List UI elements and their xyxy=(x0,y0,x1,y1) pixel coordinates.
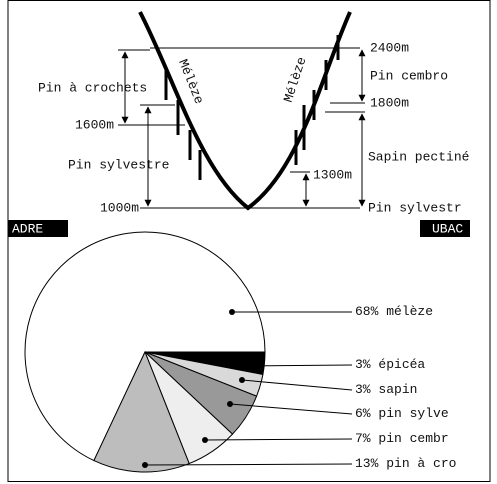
value-label: 3% xyxy=(355,357,371,372)
slice-label: 7% pin cembr xyxy=(355,431,449,446)
category-label: mélèze xyxy=(386,304,433,319)
value-label: 7% xyxy=(355,431,371,446)
altitude: 1600m xyxy=(75,117,114,132)
slice-label: 6% pin sylve xyxy=(355,406,449,421)
side-label: UBAC xyxy=(432,221,463,236)
slice-label: 68% mélèze xyxy=(355,304,433,319)
label: Sapin pectiné xyxy=(368,149,469,164)
category-label: pin sylve xyxy=(378,406,448,421)
frame-content: Pin à crochets 1600m Pin sylvestre 1000m… xyxy=(8,12,470,472)
altitude: 1300m xyxy=(313,167,352,182)
label: Pin sylvestr xyxy=(368,200,462,215)
altitude: 1800m xyxy=(370,95,409,110)
altitude: 1000m xyxy=(100,200,139,215)
value-label: 3% xyxy=(355,382,371,397)
label: Mélèze xyxy=(281,55,310,104)
label: Pin à crochets xyxy=(38,80,147,95)
category-label: épicéa xyxy=(378,357,425,372)
label: Pin sylvestre xyxy=(68,157,169,172)
category-label: sapin xyxy=(378,382,417,397)
slice-label: 3% épicéa xyxy=(355,357,425,372)
altitude: 2400m xyxy=(370,40,409,55)
slice-label: 3% sapin xyxy=(355,382,417,397)
value-label: 68% xyxy=(355,304,379,319)
label: Pin cembro xyxy=(370,68,448,83)
value-label: 6% xyxy=(355,406,371,421)
slice-label: 13% pin à cro xyxy=(355,456,456,471)
category-label: pin cembr xyxy=(378,431,448,446)
value-label: 13% xyxy=(355,456,379,471)
figure: Pin à crochets 1600m Pin sylvestre 1000m… xyxy=(0,0,497,484)
category-label: pin à cro xyxy=(386,456,456,471)
side-label: ADRE xyxy=(12,221,43,236)
